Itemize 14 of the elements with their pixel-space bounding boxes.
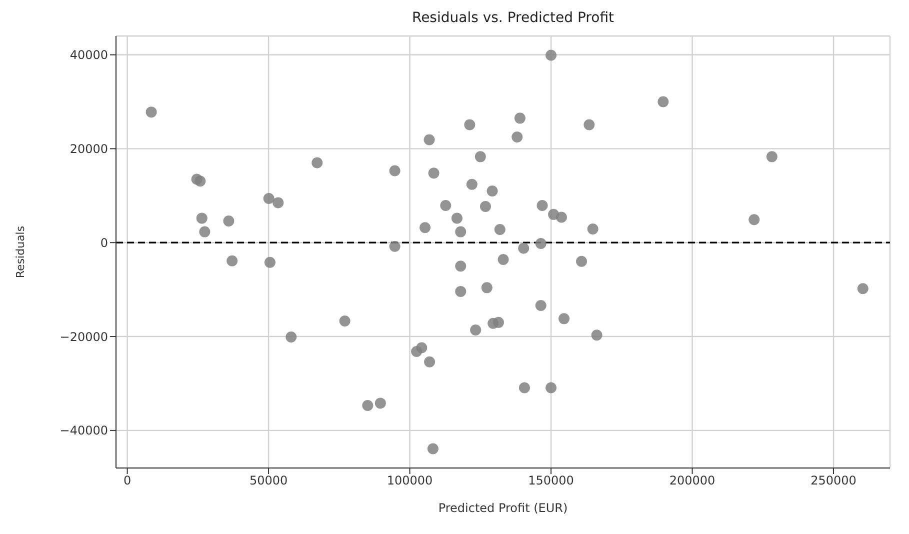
y-tick-label: 20000	[70, 142, 108, 156]
x-tick-label: 150000	[528, 474, 574, 488]
x-tick-label: 0	[123, 474, 132, 488]
y-tick-label: 40000	[70, 48, 108, 62]
chart-title: Residuals vs. Predicted Profit	[410, 10, 616, 26]
x-tick-label: 250000	[810, 474, 856, 488]
y-tick-label: −40000	[60, 424, 108, 438]
y-tick-label: 0	[100, 236, 108, 250]
y-tick-label: −20000	[60, 330, 108, 344]
y-axis-title: Residuals	[14, 226, 27, 278]
x-tick-label: 200000	[669, 474, 716, 488]
x-tick-label: 100000	[386, 474, 433, 488]
x-tick-label: 50000	[249, 474, 288, 488]
x-axis-title: Predicted Profit (EUR)	[438, 501, 568, 515]
